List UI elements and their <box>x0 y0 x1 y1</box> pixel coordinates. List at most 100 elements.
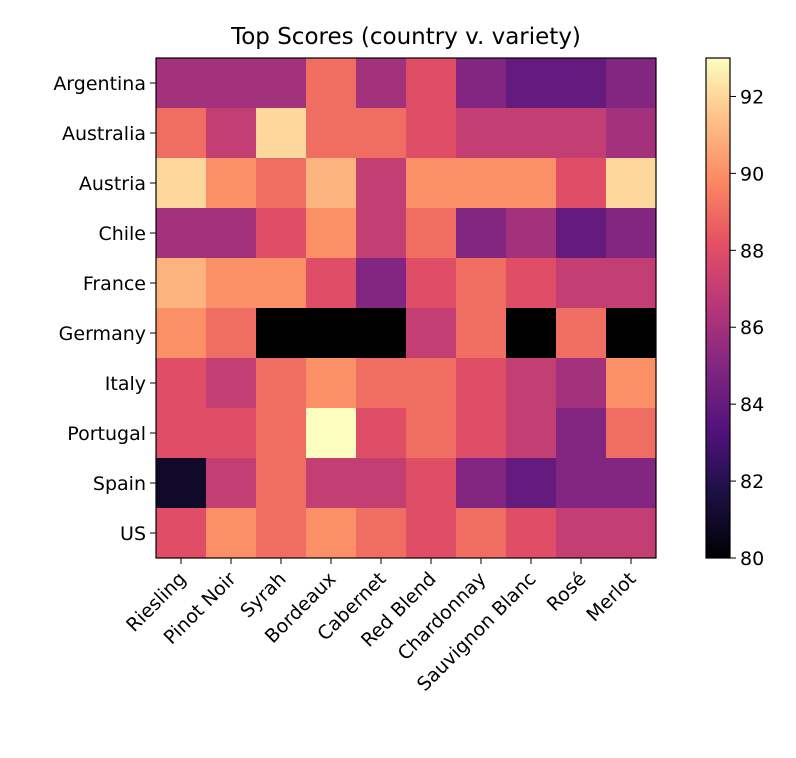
heatmap-cell <box>256 258 307 309</box>
heatmap-cell <box>256 158 307 209</box>
heatmap-cell <box>156 508 207 559</box>
colorbar-tick-label: 82 <box>740 471 764 493</box>
heatmap-cell <box>606 508 657 559</box>
heatmap-cell <box>306 208 357 259</box>
y-tick-label: France <box>83 273 146 295</box>
y-tick-label: Germany <box>59 323 146 345</box>
heatmap-cell <box>606 108 657 159</box>
heatmap-cell <box>256 508 307 559</box>
colorbar <box>705 57 731 559</box>
heatmap-cell <box>256 108 307 159</box>
heatmap-cell <box>406 458 457 509</box>
colorbar-tick-label: 80 <box>740 548 764 570</box>
heatmap-cell <box>156 158 207 209</box>
heatmap-cell <box>456 108 507 159</box>
heatmap-cell <box>456 408 507 459</box>
heatmap-cell <box>356 358 407 409</box>
heatmap-cell <box>306 58 357 109</box>
heatmap-cell <box>556 358 607 409</box>
heatmap-cell <box>356 208 407 259</box>
heatmap-cell <box>206 108 257 159</box>
heatmap-cell <box>156 308 207 359</box>
y-axis: Argentina Australia Austria Chile France Germ… <box>53 73 156 545</box>
heatmap-cell <box>406 58 457 109</box>
heatmap-cell <box>456 158 507 209</box>
colorbar-tick-label: 88 <box>740 240 764 262</box>
heatmap-cell <box>456 208 507 259</box>
heatmap-cell <box>256 58 307 109</box>
heatmap-cell <box>456 358 507 409</box>
heatmap-cell <box>556 508 607 559</box>
heatmap-cell <box>506 308 557 359</box>
heatmap-cell <box>156 358 207 409</box>
heatmap-cell <box>406 358 457 409</box>
heatmap-cell <box>206 158 257 209</box>
heatmap-cell <box>256 358 307 409</box>
heatmap-cell <box>506 58 557 109</box>
y-tick-label: Chile <box>98 223 146 245</box>
y-tick-label: Austria <box>79 173 146 195</box>
heatmap-cell <box>356 108 407 159</box>
heatmap-cell <box>206 208 257 259</box>
heatmap-cell <box>456 458 507 509</box>
heatmap-cell <box>506 208 557 259</box>
heatmap-cell <box>256 458 307 509</box>
heatmap-cell <box>506 458 557 509</box>
y-tick-label: Portugal <box>67 423 146 445</box>
heatmap-cell <box>206 408 257 459</box>
heatmap-cell <box>456 58 507 109</box>
heatmap-cell <box>606 258 657 309</box>
heatmap-cell <box>206 308 257 359</box>
heatmap-cell <box>556 158 607 209</box>
heatmap-cell <box>506 408 557 459</box>
heatmap-cell <box>606 458 657 509</box>
heatmap-cell <box>156 58 207 109</box>
heatmap-cell <box>556 408 607 459</box>
heatmap-cell <box>606 158 657 209</box>
heatmap-cell <box>156 108 207 159</box>
colorbar-tick-label: 84 <box>740 394 764 416</box>
heatmap-cell <box>606 408 657 459</box>
heatmap-cell <box>306 358 357 409</box>
heatmap-cell <box>556 458 607 509</box>
colorbar-tick-label: 86 <box>740 317 764 339</box>
heatmap-cell <box>206 58 257 109</box>
heatmap-cell <box>306 408 357 459</box>
heatmap-cell <box>606 358 657 409</box>
colorbar-tick-label: 90 <box>740 163 764 185</box>
heatmap-cell <box>356 158 407 209</box>
heatmap-cell <box>256 408 307 459</box>
heatmap-cell <box>506 508 557 559</box>
heatmap-cell <box>456 508 507 559</box>
heatmap-cell <box>456 258 507 309</box>
y-tick-label: Argentina <box>53 73 146 95</box>
heatmap-cell <box>306 458 357 509</box>
y-tick-label: Australia <box>62 123 146 145</box>
heatmap-cell <box>506 158 557 209</box>
chart-title: Top Scores (country v. variety) <box>230 24 581 50</box>
heatmap-cell <box>556 308 607 359</box>
heatmap-cell <box>406 108 457 159</box>
heatmap-cell <box>606 208 657 259</box>
heatmap-cell <box>306 258 357 309</box>
heatmap-cell <box>306 158 357 209</box>
heatmap-cell <box>406 408 457 459</box>
y-tick-label: Spain <box>93 473 146 495</box>
heatmap-cell <box>406 158 457 209</box>
heatmap-cell <box>506 358 557 409</box>
colorbar-ticks: 80 82 84 86 88 90 92 <box>730 86 764 570</box>
heatmap-cell <box>556 108 607 159</box>
heatmap-cell <box>556 208 607 259</box>
heatmap-cell <box>256 208 307 259</box>
heatmap-cell <box>306 108 357 159</box>
heatmap-cell <box>356 58 407 109</box>
plot-frame <box>155 57 657 559</box>
x-tick-label: Merlot <box>582 568 640 626</box>
heatmap-cell <box>556 258 607 309</box>
heatmap-cell <box>456 308 507 359</box>
heatmap-cell <box>256 308 307 359</box>
heatmap-cell <box>156 258 207 309</box>
heatmap-cells <box>156 58 657 559</box>
